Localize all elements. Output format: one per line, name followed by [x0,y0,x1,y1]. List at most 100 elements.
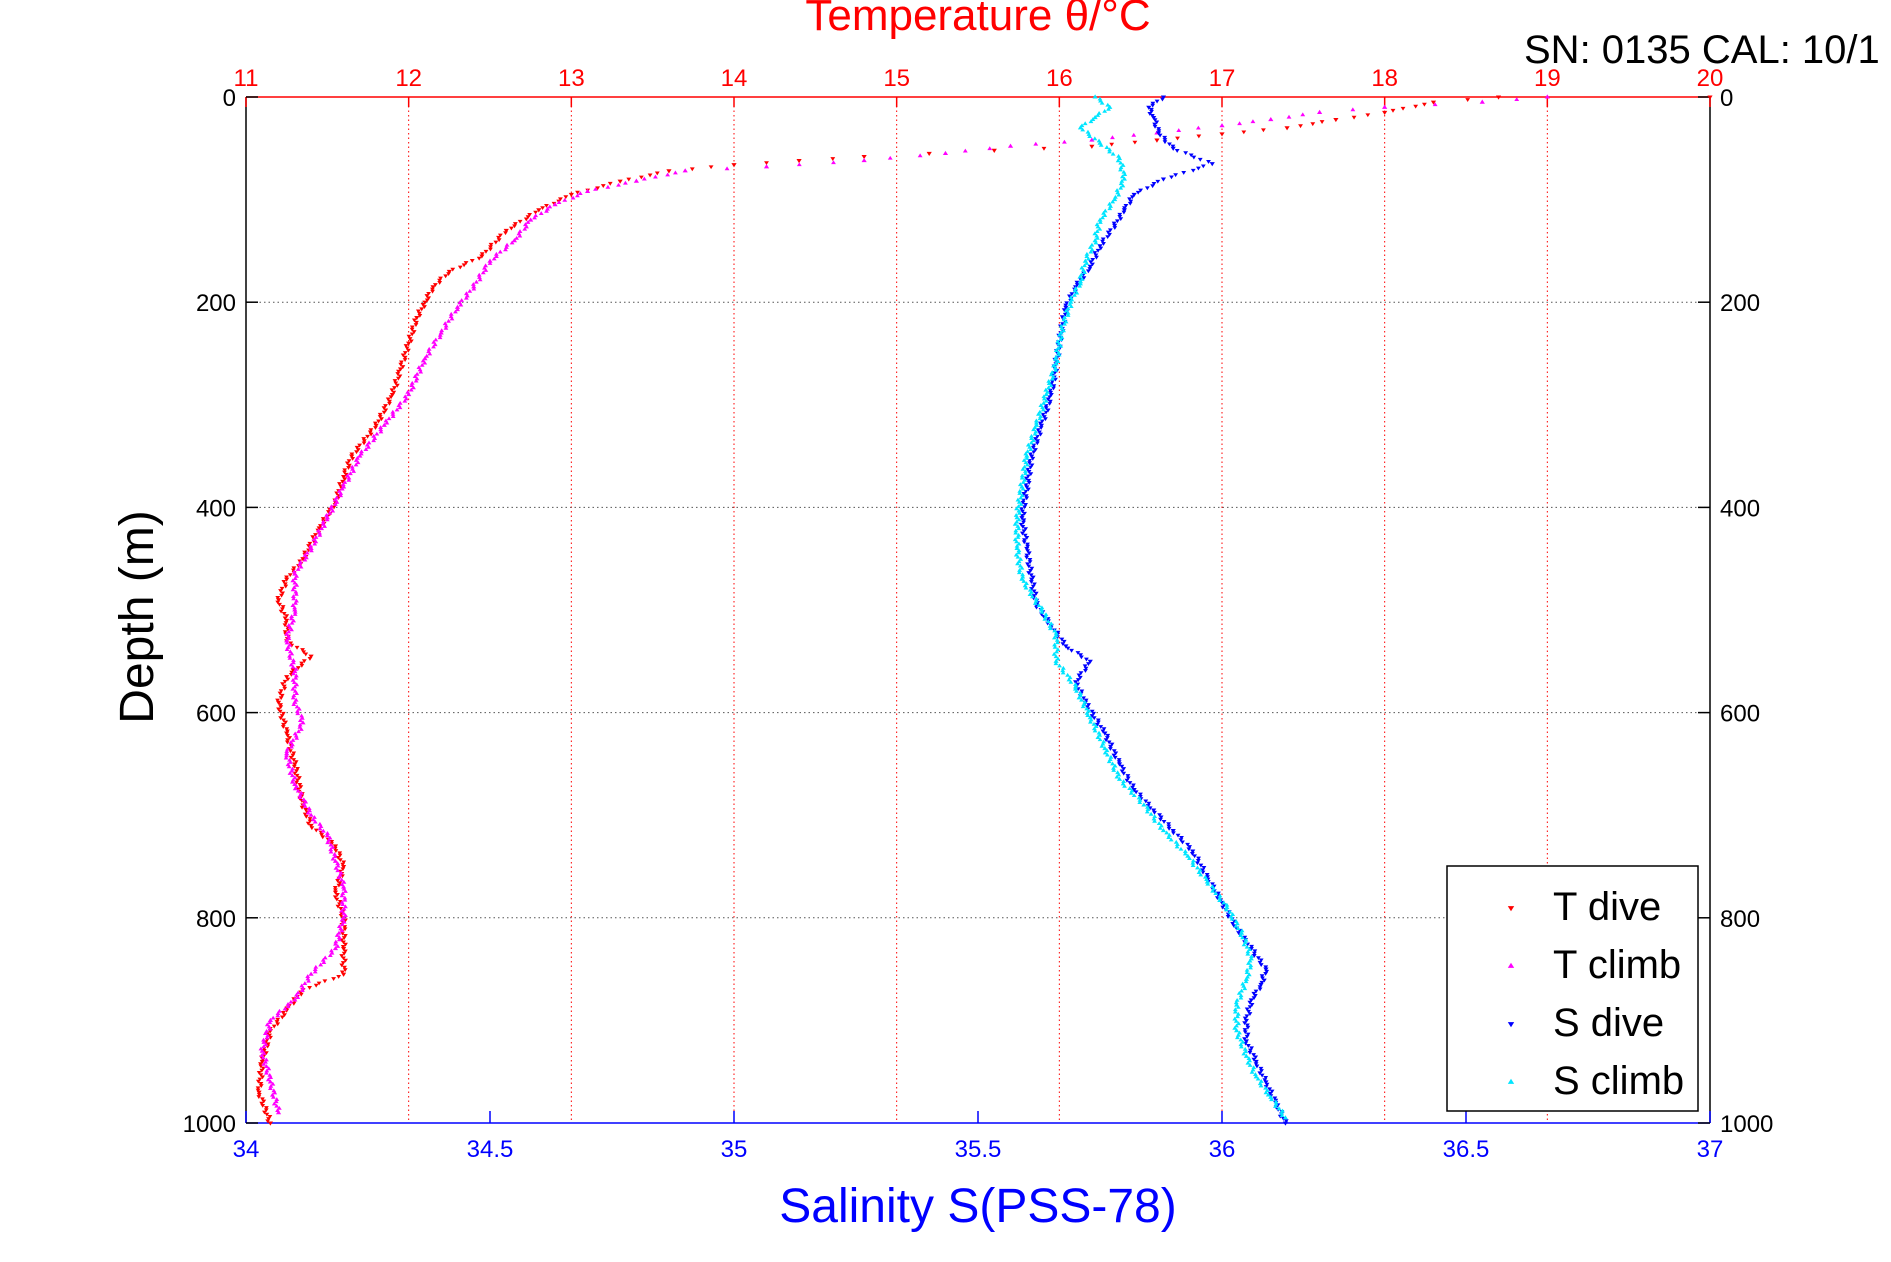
point-s-dive [1160,97,1165,102]
point-s-climb [1020,486,1026,491]
point-s-climb [1234,1035,1240,1040]
point-t-climb [295,711,301,716]
point-s-dive [1121,767,1127,771]
point-s-dive [1030,575,1036,580]
point-t-climb [437,332,443,337]
point-s-climb [1098,142,1104,147]
point-t-dive [540,206,545,211]
point-t-dive [1430,100,1437,105]
point-s-dive [1020,500,1026,505]
point-s-dive [1043,406,1049,411]
point-t-dive [406,334,412,339]
point-s-climb [1043,612,1049,617]
point-s-dive [1144,186,1150,191]
point-s-climb [1055,345,1061,350]
point-s-climb [1238,993,1244,998]
point-s-dive [1151,808,1157,813]
point-t-dive [266,1117,271,1122]
point-t-climb [339,921,345,926]
point-t-dive [536,208,542,213]
point-t-dive [259,1101,265,1106]
point-s-climb [1016,504,1021,509]
point-s-dive [1180,840,1185,845]
point-t-dive [1400,106,1406,111]
point-t-climb [962,148,968,153]
point-s-climb [1108,204,1113,208]
point-s-dive [1081,276,1087,281]
point-t-climb [426,346,432,351]
point-t-dive [469,258,475,263]
point-t-climb [302,557,308,562]
point-t-dive [432,283,438,288]
point-s-climb [1210,888,1216,893]
point-s-climb [1060,670,1066,675]
point-t-dive [281,580,287,584]
point-t-climb [341,906,347,911]
point-t-dive [284,618,290,623]
point-s-dive [1243,1018,1249,1023]
point-s-climb [1016,532,1022,537]
point-t-dive [383,404,388,408]
point-s-climb [1257,1081,1263,1086]
point-t-dive [397,367,404,372]
point-t-climb [1110,135,1115,140]
point-t-climb [437,335,443,340]
point-t-dive [264,1051,269,1056]
point-s-climb [1120,163,1126,167]
point-t-dive [430,289,435,294]
point-s-climb [1245,951,1251,956]
point-s-climb [1106,759,1112,764]
point-s-dive [1086,662,1091,666]
point-t-climb [284,638,290,643]
point-s-climb [1102,745,1108,751]
point-t-dive [422,305,427,309]
point-s-dive [1021,498,1026,503]
point-s-dive [1150,103,1156,108]
point-t-climb [294,582,300,587]
point-t-dive [308,823,314,829]
axes: 11 12 13 14 15 16 17 18 19 20 34 34.5 35 35.5 36 36.5 37… [183,65,1774,1163]
point-t-dive [372,421,378,426]
point-t-dive [368,432,374,437]
point-s-dive [1257,1071,1263,1076]
point-s-climb [1137,797,1143,802]
point-s-climb [1056,332,1062,337]
point-t-dive [1495,95,1502,100]
point-s-dive [1242,935,1248,940]
point-s-climb [1063,308,1069,313]
point-t-climb [341,919,347,924]
point-t-climb [291,596,297,601]
point-t-dive [341,956,346,961]
point-s-dive [1157,133,1163,138]
point-s-climb [1095,224,1101,229]
point-t-climb [348,471,353,476]
point-t-dive [400,353,406,358]
point-s-climb [1074,688,1079,693]
point-s-climb [1016,526,1022,531]
point-s-dive [1051,384,1057,389]
point-s-dive [1073,680,1079,685]
point-s-dive [1127,197,1132,202]
point-t-dive [278,716,284,721]
point-t-dive [409,332,415,337]
point-s-dive [1026,478,1032,483]
point-t-dive [310,535,316,540]
point-t-dive [261,1099,267,1104]
point-t-climb [338,491,344,495]
point-s-dive [1158,815,1164,820]
point-t-climb [293,733,299,738]
point-t-climb [295,995,301,999]
point-s-dive [1150,101,1156,106]
point-s-dive [1033,437,1038,441]
point-t-dive [281,611,287,616]
point-t-dive [258,1084,264,1089]
point-t-dive [654,171,660,176]
point-s-dive [1024,536,1030,540]
point-s-climb [1236,990,1242,995]
point-s-dive [1094,255,1099,260]
point-t-dive [265,1042,271,1047]
point-s-climb [1232,1025,1238,1030]
point-s-climb [1097,96,1103,101]
point-t-climb [796,162,802,167]
point-s-dive [1093,253,1099,258]
